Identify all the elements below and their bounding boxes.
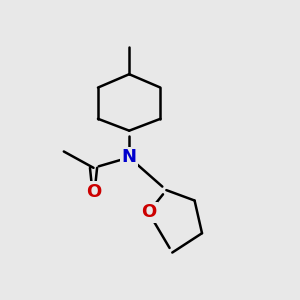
Text: O: O — [141, 203, 156, 221]
Text: O: O — [86, 183, 101, 201]
Text: N: N — [122, 148, 137, 166]
